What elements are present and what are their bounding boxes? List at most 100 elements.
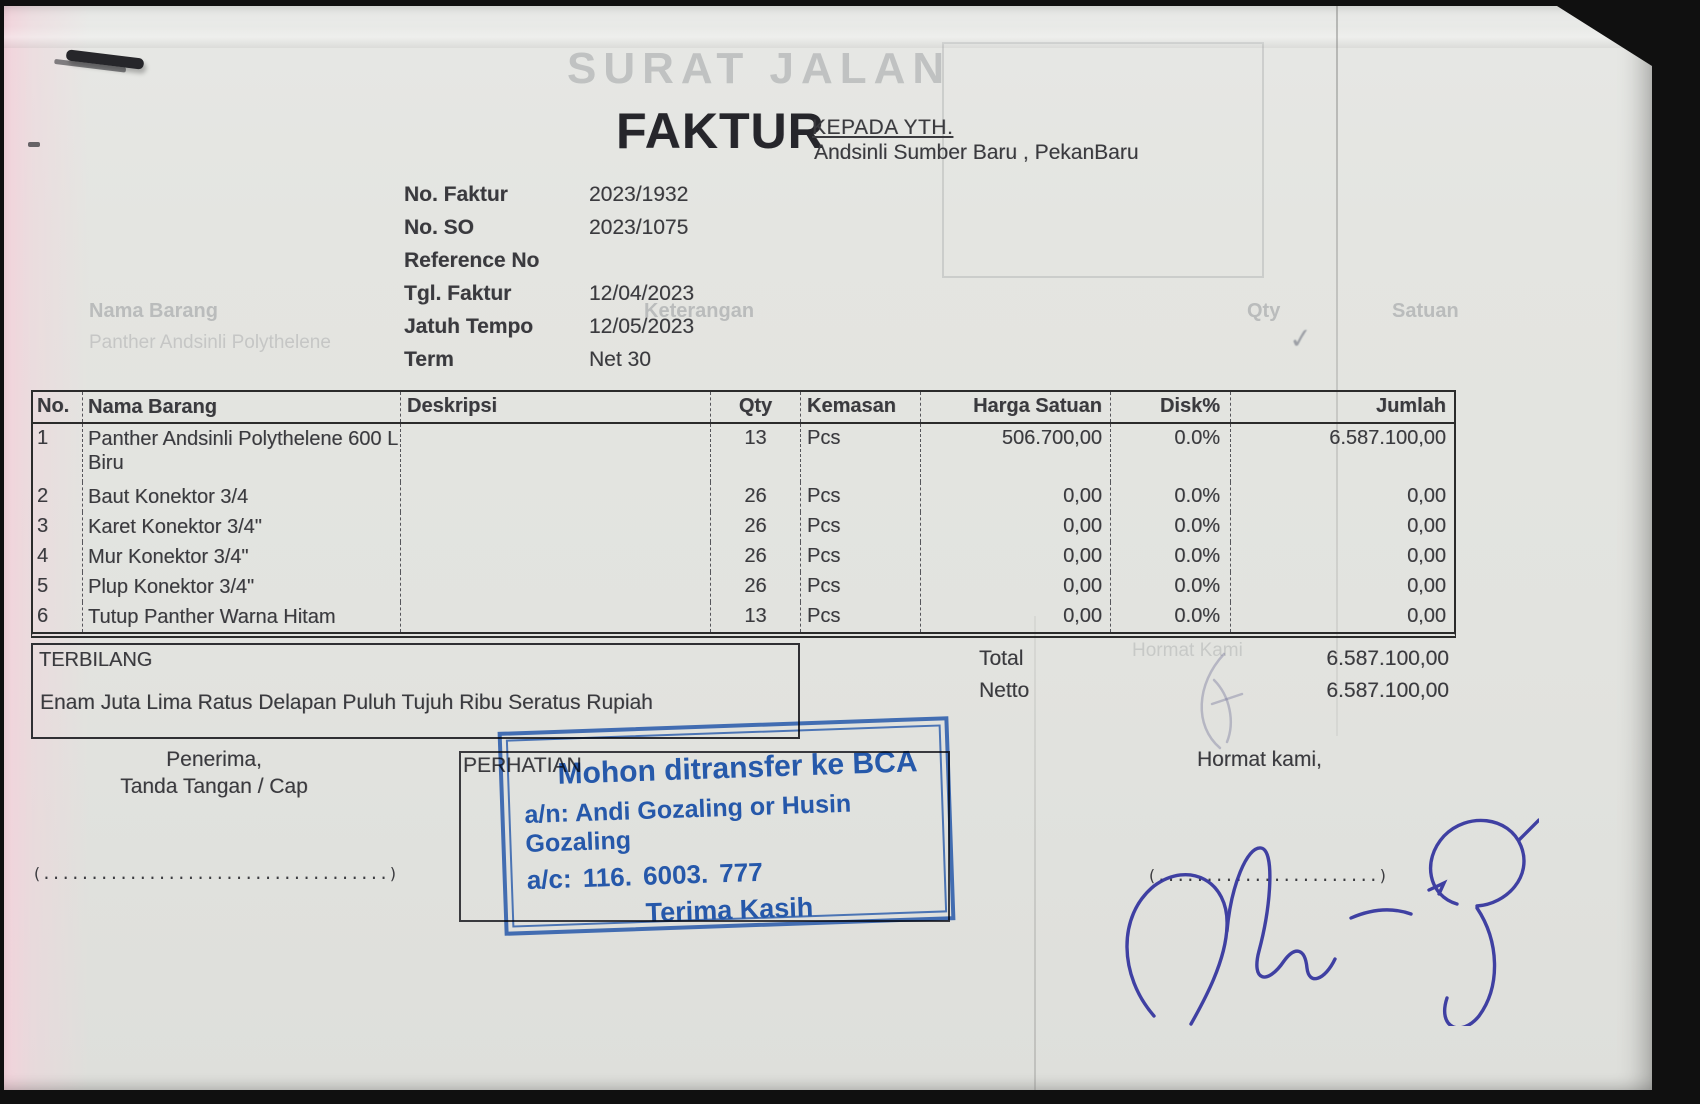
ghost-col-nama: Nama Barang <box>89 300 218 322</box>
cell-qty: 26 <box>711 572 801 602</box>
stamp-thanks-line: Terima Kasih <box>645 892 814 928</box>
header-jumlah: Jumlah <box>1375 395 1446 417</box>
cell-deskripsi <box>401 482 711 512</box>
cell-nama: Karet Konektor 3/4" <box>83 512 401 542</box>
tanda-tangan-label: Tanda Tangan / Cap <box>120 775 308 798</box>
cell-jumlah: 0,00 <box>1407 485 1446 507</box>
table-row: 1 Panther Andsinli Polythelene 600 L Bir… <box>33 424 1454 482</box>
handwritten-check-mark: ✓ <box>1287 321 1315 356</box>
penerima-block: Penerima, Tanda Tangan / Cap <box>89 746 339 800</box>
ghost-hormat-kami: Hormat Kami <box>1132 640 1243 661</box>
cell-disk: 0.0% <box>1111 542 1231 572</box>
hormat-kami-label: Hormat kami, <box>1197 748 1322 771</box>
header-no: No. <box>33 392 83 422</box>
margin-pen-mark <box>28 142 40 147</box>
meta-label: Term <box>404 348 454 371</box>
cell-no: 5 <box>33 572 83 602</box>
meta-row-jatuh-tempo: Jatuh Tempo 12/05/2023 <box>404 310 924 343</box>
header-nama-barang: Nama Barang <box>83 392 401 422</box>
meta-label: No. Faktur <box>404 183 508 206</box>
cell-no: 2 <box>33 482 83 512</box>
cell-nama: Mur Konektor 3/4" <box>83 542 401 572</box>
cell-disk: 0.0% <box>1111 572 1231 602</box>
table-row: 3 Karet Konektor 3/4" 26 Pcs 0,00 0.0% 0… <box>33 512 1454 542</box>
sales-order-number: 2023/1075 <box>589 216 689 239</box>
staple-mark <box>65 49 145 70</box>
cell-harga: 0,00 <box>921 512 1111 542</box>
cell-disk: 0.0% <box>1111 482 1231 512</box>
cell-no: 3 <box>33 512 83 542</box>
paper-crease-horizontal <box>4 26 1652 48</box>
ghost-row-text: Panther Andsinli Polythelene <box>89 332 331 353</box>
header-kemasan: Kemasan <box>801 392 921 422</box>
ghost-col-qty: Qty <box>1247 300 1281 322</box>
meta-row-term: Term Net 30 <box>404 343 924 376</box>
cell-harga: 0,00 <box>921 572 1111 602</box>
customer-name: Andsinli Sumber Baru , PekanBaru <box>814 141 1139 164</box>
cell-disk: 0.0% <box>1111 512 1231 542</box>
ghost-col-keterangan: Keterangan <box>644 300 755 322</box>
meta-row-tgl-faktur: Tgl. Faktur 12/04/2023 <box>404 277 924 310</box>
kepada-yth-label: KEPADA YTH. <box>812 116 954 139</box>
cell-jumlah: 0,00 <box>1407 605 1446 627</box>
due-date: 12/05/2023 <box>589 315 695 338</box>
header-harga-satuan: Harga Satuan <box>921 392 1111 422</box>
pencil-scribble <box>1200 652 1244 750</box>
netto-value: 6.587.100,00 <box>1326 679 1449 702</box>
stamp-account-name: a/n: Andi Gozaling or Husin Gozaling <box>524 789 852 859</box>
table-row: 4 Mur Konektor 3/4" 26 Pcs 0,00 0.0% 0,0… <box>33 542 1454 572</box>
document-title: FAKTUR <box>616 103 825 159</box>
table-row: 2 Baut Konektor 3/4 26 Pcs 0,00 0.0% 0,0… <box>33 482 1454 512</box>
cell-no: 6 <box>33 602 83 632</box>
cell-deskripsi <box>401 602 711 632</box>
table-row: 5 Plup Konektor 3/4" 26 Pcs 0,00 0.0% 0,… <box>33 572 1454 602</box>
cell-harga: 506.700,00 <box>921 424 1111 482</box>
cell-deskripsi <box>401 542 711 572</box>
amount-in-words: Enam Juta Lima Ratus Delapan Puluh Tujuh… <box>40 691 653 714</box>
paper-crease-vertical-right <box>1336 6 1338 736</box>
stamp-transfer-line: Mohon ditransfer ke BCA <box>557 745 918 791</box>
penerima-label: Penerima, <box>166 748 262 771</box>
cell-nama: Baut Konektor 3/4 <box>83 482 401 512</box>
cell-kemasan: Pcs <box>801 572 921 602</box>
invoice-date: 12/04/2023 <box>589 282 695 305</box>
paper-sheet: SURAT JALAN Nama Barang Keterangan Qty S… <box>4 6 1652 1090</box>
cell-harga: 0,00 <box>921 482 1111 512</box>
meta-label: No. SO <box>404 216 475 239</box>
receiver-signature-line: (....................................) <box>32 864 399 883</box>
header-disk: Disk% <box>1111 392 1231 422</box>
paper-crease-vertical-mid <box>1034 616 1036 1090</box>
meta-row-reference: Reference No <box>404 244 924 277</box>
cell-deskripsi <box>401 572 711 602</box>
cell-jumlah: 0,00 <box>1407 545 1446 567</box>
payment-stamp: Mohon ditransfer ke BCA a/n: Andi Gozali… <box>497 716 956 936</box>
meta-label: Reference No <box>404 249 540 272</box>
cell-nama: Panther Andsinli Polythelene 600 L Biru <box>83 424 401 482</box>
cell-jumlah: 0,00 <box>1407 515 1446 537</box>
cell-jumlah: 6.587.100,00 <box>1329 427 1446 449</box>
cell-disk: 0.0% <box>1111 424 1231 482</box>
table-header-row: No. Nama Barang Deskripsi Qty Kemasan Ha… <box>33 392 1454 424</box>
total-label: Total <box>979 647 1024 670</box>
cell-no: 4 <box>33 542 83 572</box>
cell-harga: 0,00 <box>921 542 1111 572</box>
header-qty: Qty <box>711 392 801 422</box>
cell-kemasan: Pcs <box>801 512 921 542</box>
payment-stamp-inner: Mohon ditransfer ke BCA a/n: Andi Gozali… <box>505 724 948 928</box>
payment-term: Net 30 <box>589 348 651 371</box>
line-items-table: No. Nama Barang Deskripsi Qty Kemasan Ha… <box>31 390 1456 638</box>
handwritten-signature <box>1125 818 1539 1026</box>
cell-nama: Plup Konektor 3/4" <box>83 572 401 602</box>
perhatian-box <box>459 751 950 922</box>
cell-qty: 13 <box>711 424 801 482</box>
cell-qty: 26 <box>711 542 801 572</box>
cell-kemasan: Pcs <box>801 424 921 482</box>
cell-jumlah: 0,00 <box>1407 575 1446 597</box>
cell-no: 1 <box>33 424 83 482</box>
terbilang-box: TERBILANG Enam Juta Lima Ratus Delapan P… <box>31 643 800 739</box>
cell-nama: Tutup Panther Warna Hitam <box>83 602 401 632</box>
invoice-meta: No. Faktur 2023/1932 No. SO 2023/1075 Refe… <box>404 178 924 376</box>
invoice-number: 2023/1932 <box>589 183 689 206</box>
ghost-col-satuan: Satuan <box>1392 300 1459 322</box>
